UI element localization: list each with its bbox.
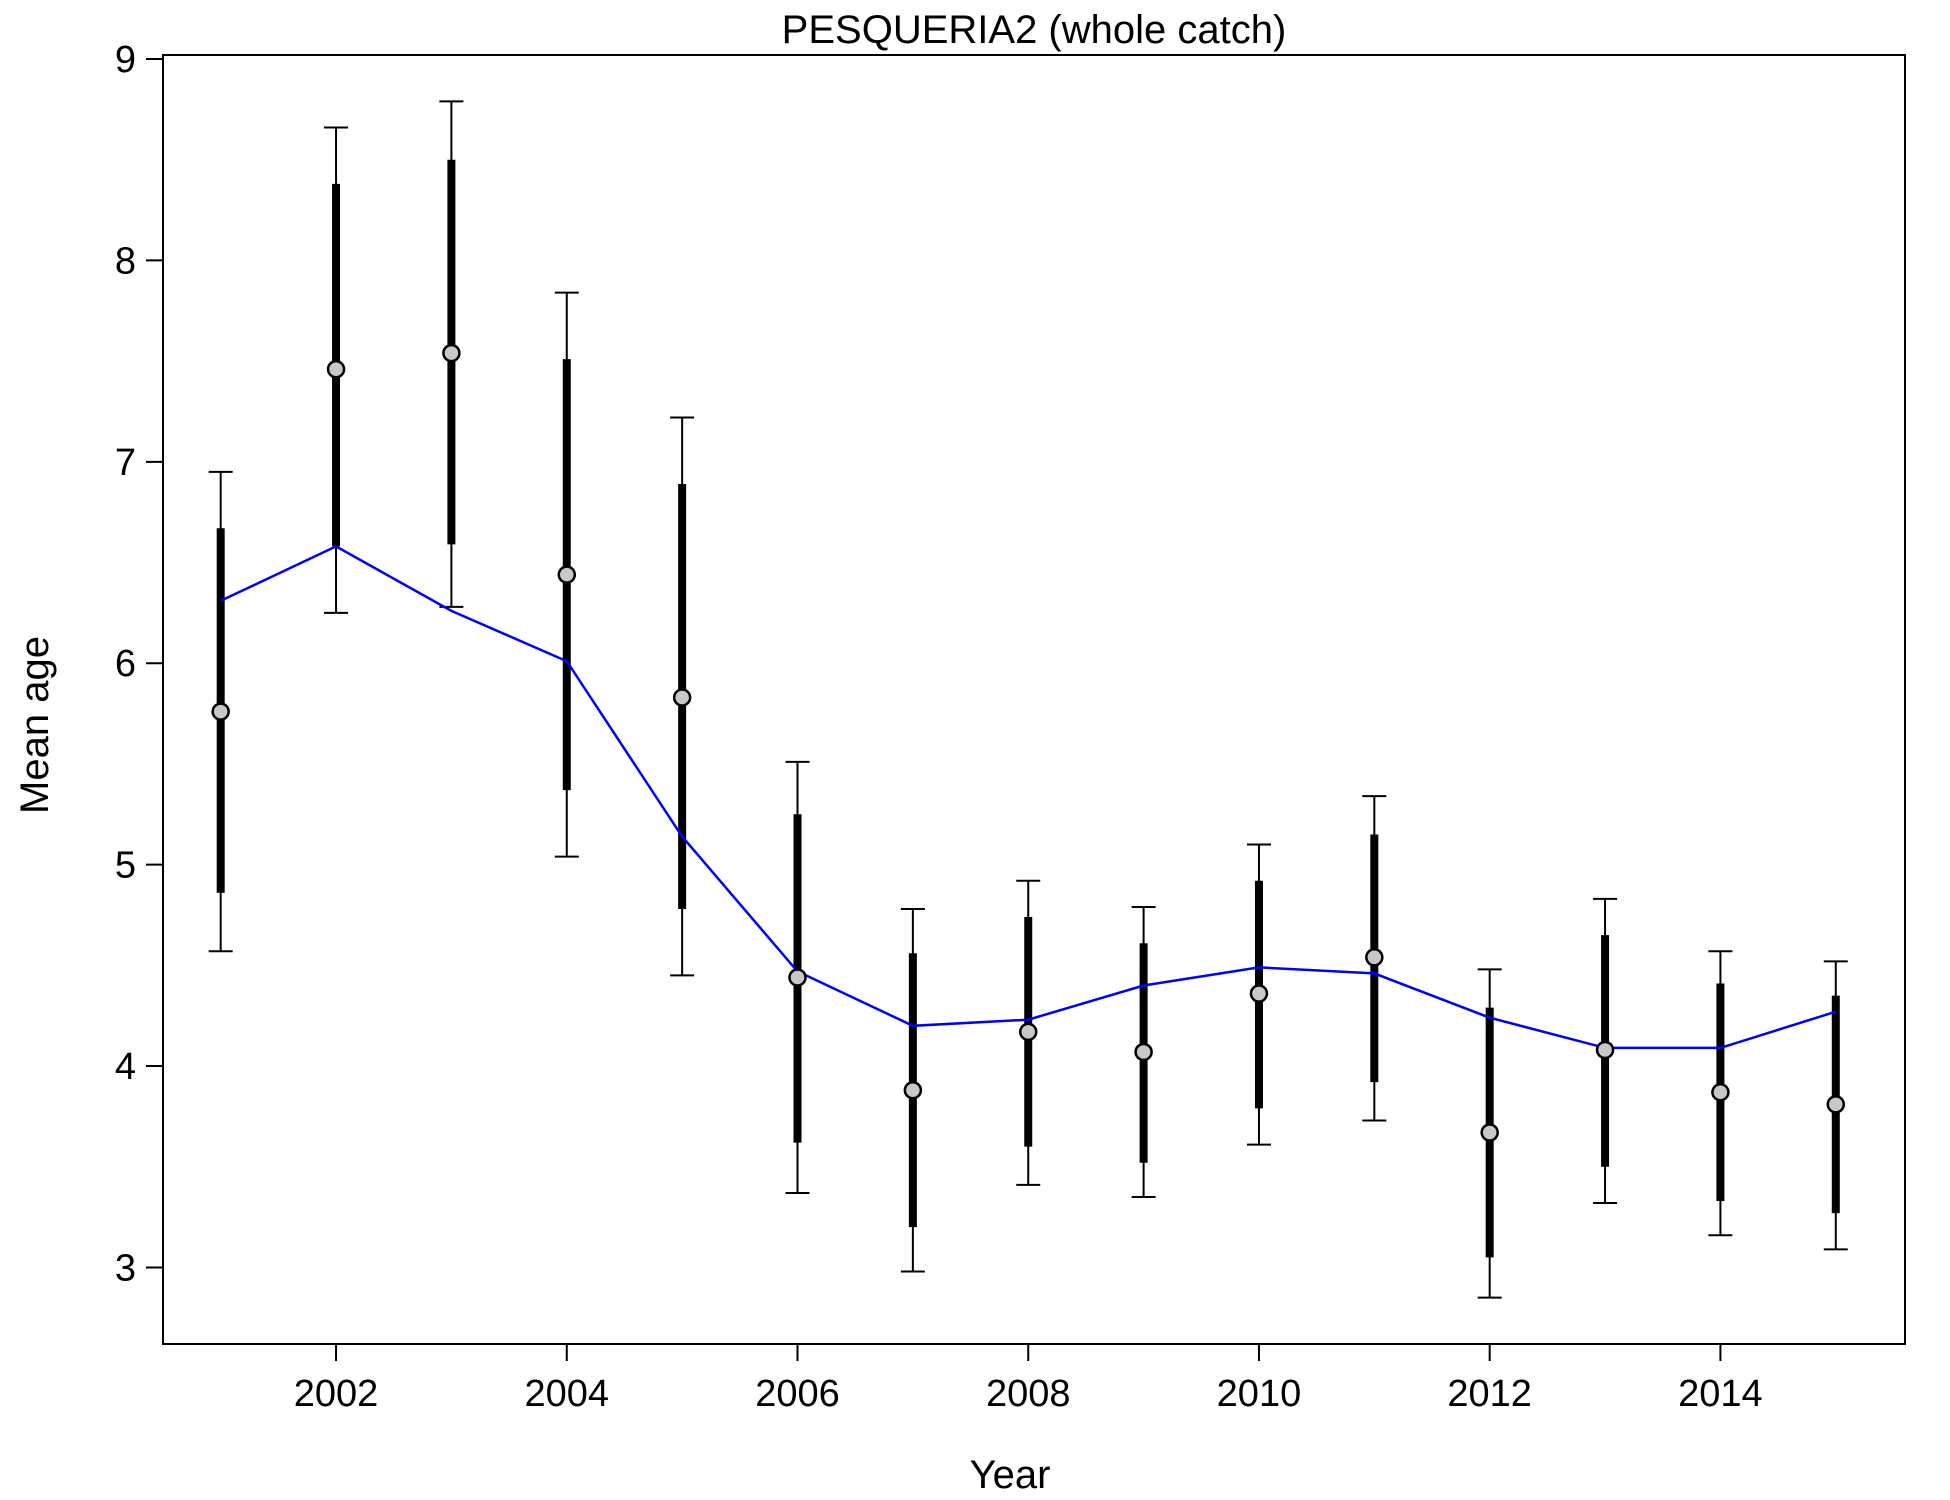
observed-point-2009: [1134, 1042, 1153, 1062]
x-tick-label-2012: 2012: [1447, 1373, 1532, 1415]
observed-series: [211, 343, 1846, 1142]
x-tick-label-2008: 2008: [986, 1373, 1071, 1415]
observed-point-2001: [211, 702, 230, 721]
observed-point-2012: [1480, 1123, 1499, 1142]
observed-point-2006: [788, 968, 807, 987]
y-tick-label-9: 9: [115, 39, 136, 81]
observed-point-2004: [557, 565, 577, 584]
observed-point-2005: [672, 688, 692, 707]
y-axis: 3 4 5 6 7 8 9: [115, 39, 163, 1289]
y-tick-label-6: 6: [115, 643, 136, 685]
x-axis-label: Year: [970, 1453, 1051, 1497]
plot-frame: [162, 54, 1906, 1345]
observed-point-2008: [1018, 1022, 1038, 1042]
x-tick-label-2010: 2010: [1217, 1373, 1302, 1415]
x-tick-label-2004: 2004: [525, 1373, 610, 1415]
y-tick-label-3: 3: [115, 1247, 136, 1289]
observed-point-2007: [903, 1080, 923, 1100]
y-axis-label: Mean age: [13, 636, 57, 814]
expected-line: [220, 544, 1837, 1050]
observed-point-2011: [1365, 948, 1384, 967]
y-tick-label-5: 5: [115, 845, 136, 887]
observed-point-2010: [1249, 984, 1269, 1003]
x-axis: 2002 2004 2006 2008 2010 2012 2014: [294, 1344, 1763, 1415]
chart-title: PESQUERIA2 (whole catch): [782, 8, 1287, 52]
x-tick-label-2014: 2014: [1678, 1373, 1763, 1415]
inner-intervals: [216, 159, 1840, 1258]
y-tick-label-7: 7: [115, 442, 136, 484]
x-tick-label-2002: 2002: [294, 1373, 379, 1415]
observed-point-2003: [442, 343, 461, 363]
expected-series: [220, 544, 1837, 1050]
x-tick-label-2006: 2006: [755, 1373, 840, 1415]
y-tick-label-4: 4: [115, 1046, 136, 1088]
observed-point-2002: [326, 359, 346, 379]
y-tick-label-8: 8: [115, 240, 136, 282]
observed-point-2013: [1595, 1040, 1615, 1060]
observed-point-2014: [1711, 1082, 1730, 1102]
observed-point-2015: [1826, 1095, 1846, 1114]
